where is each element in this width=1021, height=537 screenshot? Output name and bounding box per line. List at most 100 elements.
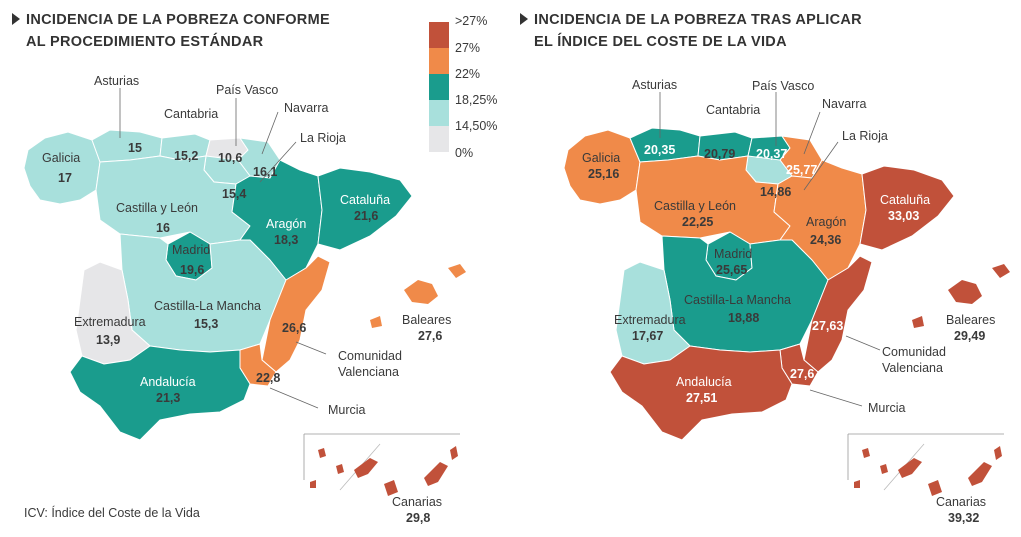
legend-swatch-light [429,100,449,126]
label-castilla-leon: Castilla y León [116,201,198,215]
value-asturias: 20,35 [644,143,675,157]
value-baleares: 29,49 [954,329,985,343]
right-title-line2: EL ÍNDICE DEL COSTE DE LA VIDA [534,34,787,50]
label-galicia: Galicia [582,151,620,165]
value-navarra: 16,1 [253,165,277,179]
left-map: Asturias 15 Galicia 17 Cantabria 15,2 Pa… [23,74,466,525]
label-baleares: Baleares [402,313,451,327]
label-extremadura: Extremadura [74,315,146,329]
islands-baleares [370,264,466,328]
value-asturias: 15 [128,141,142,155]
region-galicia [563,129,641,205]
right-map-title: INCIDENCIA DE LA POBREZA TRAS APLICAR EL… [520,9,862,53]
value-extremadura: 13,9 [96,333,120,347]
value-madrid: 25,65 [716,263,747,277]
canarias-inset [847,433,1004,496]
legend-label: 18,25% [455,93,498,107]
label-la-rioja: La Rioja [842,129,888,143]
value-valencia: 27,63 [812,319,843,333]
value-madrid: 19,6 [180,263,204,277]
value-galicia: 17 [58,171,72,185]
legend-label: 27% [455,41,481,55]
value-navarra: 25,77 [786,163,817,177]
label-andalucia: Andalucía [676,375,732,389]
legend-label: >27% [455,14,488,28]
triangle-bullet-icon [520,13,528,26]
value-canarias: 29,8 [406,511,430,525]
value-valencia: 26,6 [282,321,306,335]
value-la-rioja: 15,4 [222,187,246,201]
label-murcia: Murcia [868,401,906,415]
label-aragon: Aragón [266,217,306,231]
label-baleares: Baleares [946,313,995,327]
label-murcia: Murcia [328,403,366,417]
left-map-title: INCIDENCIA DE LA POBREZA CONFORME AL PRO… [12,9,330,53]
legend-swatch-teal [429,74,449,100]
right-map: Asturias 20,35 Galicia 25,16 Cantabria 2… [563,78,1010,525]
region-valencia [261,255,331,373]
label-asturias: Asturias [94,74,139,88]
region-galicia [23,131,101,205]
value-aragon: 24,36 [810,233,841,247]
label-valencia-line2: Valenciana [882,361,943,375]
value-aragon: 18,3 [274,233,298,247]
label-extremadura: Extremadura [614,313,686,327]
label-canarias: Canarias [392,495,442,509]
value-cantabria: 20,79 [704,147,735,161]
value-cataluna: 21,6 [354,209,378,223]
footnote: ICV: Índice del Coste de la Vida [24,506,200,520]
label-cataluna: Cataluña [340,193,390,207]
label-valencia-line2: Valenciana [338,365,399,379]
value-castilla-leon: 22,25 [682,215,713,229]
label-aragon: Aragón [806,215,846,229]
label-pais-vasco: País Vasco [752,79,814,93]
left-title-line2: AL PROCEDIMIENTO ESTÁNDAR [26,34,264,50]
label-cantabria: Cantabria [164,107,218,121]
label-cataluna: Cataluña [880,193,930,207]
value-pais-vasco: 10,6 [218,151,242,165]
value-andalucia: 21,3 [156,391,180,405]
value-baleares: 27,6 [418,329,442,343]
value-murcia: 22,8 [256,371,280,385]
label-andalucia: Andalucía [140,375,196,389]
region-cataluna [859,165,955,251]
value-andalucia: 27,51 [686,391,717,405]
region-valencia [803,255,873,373]
value-extremadura: 17,67 [632,329,663,343]
label-cantabria: Cantabria [706,103,760,117]
value-canarias: 39,32 [948,511,979,525]
islands-baleares [912,264,1010,328]
label-valencia-line1: Comunidad [338,349,402,363]
legend-swatch-grey [429,126,449,152]
right-title-line1: INCIDENCIA DE LA POBREZA TRAS APLICAR [534,12,862,28]
region-andalucia [69,345,251,441]
label-castilla-leon: Castilla y León [654,199,736,213]
value-la-rioja: 14,86 [760,185,791,199]
label-navarra: Navarra [822,97,867,111]
legend-swatch-top [429,22,449,48]
value-cataluna: 33,03 [888,209,919,223]
legend-swatch-orange [429,48,449,74]
label-navarra: Navarra [284,101,329,115]
value-galicia: 25,16 [588,167,619,181]
value-castilla-leon: 16 [156,221,170,235]
label-la-rioja: La Rioja [300,131,346,145]
label-madrid: Madrid [172,243,210,257]
label-canarias: Canarias [936,495,986,509]
region-andalucia [609,345,793,441]
region-cataluna [317,167,413,251]
legend-label: 0% [455,146,474,160]
value-pais-vasco: 20,37 [756,147,787,161]
left-title-line1: INCIDENCIA DE LA POBREZA CONFORME [26,12,330,28]
label-pais-vasco: País Vasco [216,83,278,97]
label-valencia-line1: Comunidad [882,345,946,359]
value-cantabria: 15,2 [174,149,198,163]
value-castilla-mancha: 18,88 [728,311,759,325]
label-galicia: Galicia [42,151,80,165]
legend-label: 14,50% [455,119,498,133]
triangle-bullet-icon [12,13,20,26]
canarias-inset [303,433,460,496]
label-asturias: Asturias [632,78,677,92]
label-castilla-mancha: Castilla-La Mancha [684,293,791,307]
label-madrid: Madrid [714,247,752,261]
